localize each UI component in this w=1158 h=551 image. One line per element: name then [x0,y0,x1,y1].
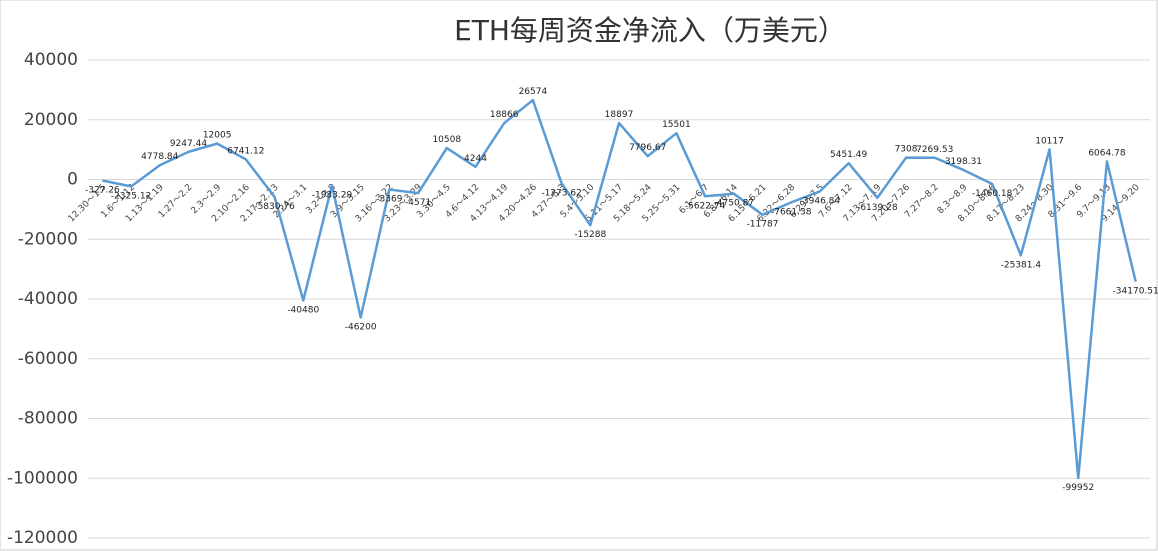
data-label: -2325.12 [111,191,151,201]
data-label: 4244 [464,154,487,164]
data-label: -40480 [287,305,319,315]
y-tick-label: -80000 [18,409,78,429]
data-label: -4750.87 [714,199,754,209]
data-label: -3369 [376,195,402,205]
data-label: 4778.84 [141,152,178,162]
data-label: -6139.28 [857,203,898,213]
y-tick-label: 0 [67,170,78,190]
y-tick-label: -40000 [18,289,78,309]
data-label: -15288 [574,230,606,240]
data-label: -5622.74 [685,201,726,211]
data-label: -5830.76 [254,202,295,212]
data-label: -1460.18 [972,189,1013,199]
y-tick-label: 20000 [24,110,78,130]
y-tick-label: -120000 [7,528,78,548]
data-label: 10117 [1035,136,1064,146]
data-label: -34170.51 [1113,287,1158,297]
chart-title: ETH每周资金净流入（万美元） [454,14,846,47]
data-label: 15501 [662,120,691,130]
y-tick-label: -60000 [18,349,78,369]
data-label: 18897 [605,110,634,120]
data-label: -3946.84 [800,196,841,206]
data-label: 5451.49 [830,150,867,160]
data-label: 26574 [519,87,548,97]
data-label: -99952 [1062,483,1094,493]
data-label: 3198.31 [945,157,982,167]
data-label: 18866 [490,110,519,120]
data-label: 12005 [203,131,232,141]
y-tick-label: 40000 [24,50,78,70]
data-label: 6741.12 [227,146,264,156]
data-label: 9247.44 [170,139,207,149]
y-tick-label: -100000 [7,468,78,488]
data-label: -46200 [345,323,377,333]
data-label: -327.26 [85,185,120,195]
data-label: 7308 [895,145,918,155]
data-label: 7269.53 [916,145,953,155]
data-label: -25381.4 [1001,260,1042,270]
data-label: -1933.29 [312,190,353,200]
data-label: 10508 [432,135,461,145]
data-label: 7796.67 [629,143,666,153]
data-label: -11787 [747,220,779,230]
data-line [102,98,1137,480]
y-tick-label: -20000 [18,229,78,249]
data-label: 6064.78 [1088,148,1125,158]
data-label: -4571 [405,198,431,208]
data-label: -7661.38 [771,207,812,217]
data-label: -1273.62 [541,188,581,198]
